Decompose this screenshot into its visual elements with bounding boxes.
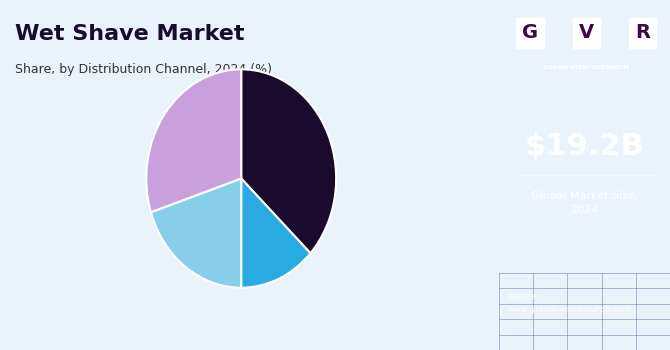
Wedge shape — [241, 178, 310, 288]
Text: R: R — [635, 23, 650, 42]
Text: Global Market Size,
2024: Global Market Size, 2024 — [531, 191, 639, 215]
Text: V: V — [579, 23, 594, 42]
Text: Share, by Distribution Channel, 2024 (%): Share, by Distribution Channel, 2024 (%) — [15, 63, 272, 76]
Text: Wet Shave Market: Wet Shave Market — [15, 25, 245, 44]
Wedge shape — [146, 69, 241, 212]
Text: $19.2B: $19.2B — [525, 133, 645, 161]
Text: GRAND VIEW RESEARCH: GRAND VIEW RESEARCH — [543, 65, 629, 70]
Wedge shape — [151, 178, 241, 288]
Text: G: G — [522, 23, 538, 42]
Wedge shape — [241, 69, 336, 253]
Text: Source:
www.grandviewresearch.com: Source: www.grandviewresearch.com — [508, 292, 632, 314]
